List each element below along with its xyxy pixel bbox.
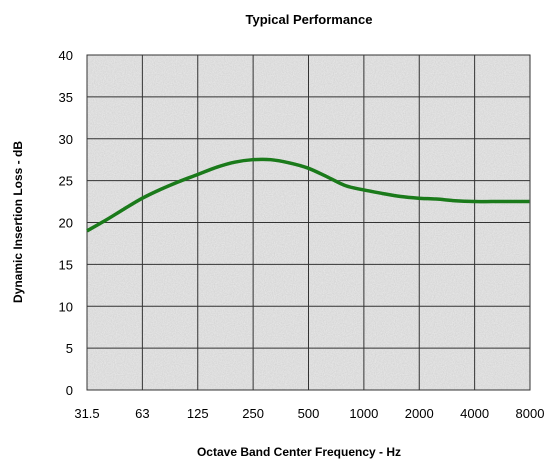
y-tick-label: 15 <box>59 257 73 272</box>
y-tick-label: 25 <box>59 174 73 189</box>
grid <box>86 54 531 391</box>
series-group <box>86 157 530 233</box>
y-tick-label: 20 <box>59 216 73 231</box>
x-tick-label: 2000 <box>405 406 434 421</box>
x-axis: 31.5 63 125 250 500 1000 2000 4000 8000 <box>74 406 544 421</box>
plot-border <box>86 54 531 391</box>
y-axis: 0 5 10 15 20 25 30 35 40 <box>59 48 73 398</box>
x-tick-label: 8000 <box>516 406 545 421</box>
series-line-0 <box>86 157 530 233</box>
x-tick-label: 1000 <box>349 406 378 421</box>
x-tick-label: 500 <box>298 406 320 421</box>
y-tick-label: 35 <box>59 90 73 105</box>
chart-title: Typical Performance <box>246 12 373 27</box>
x-tick-label: 250 <box>242 406 264 421</box>
x-axis-label: Octave Band Center Frequency - Hz <box>197 445 401 459</box>
y-tick-label: 10 <box>59 299 73 314</box>
y-tick-label: 30 <box>59 132 73 147</box>
y-axis-label: Dynamic Insertion Loss - dB <box>11 141 25 303</box>
x-tick-label: 4000 <box>460 406 489 421</box>
y-tick-label: 0 <box>66 383 73 398</box>
x-tick-label: 63 <box>135 406 149 421</box>
y-tick-label: 40 <box>59 48 73 63</box>
y-tick-label: 5 <box>66 341 73 356</box>
x-tick-label: 125 <box>187 406 209 421</box>
x-tick-label: 31.5 <box>74 406 99 421</box>
